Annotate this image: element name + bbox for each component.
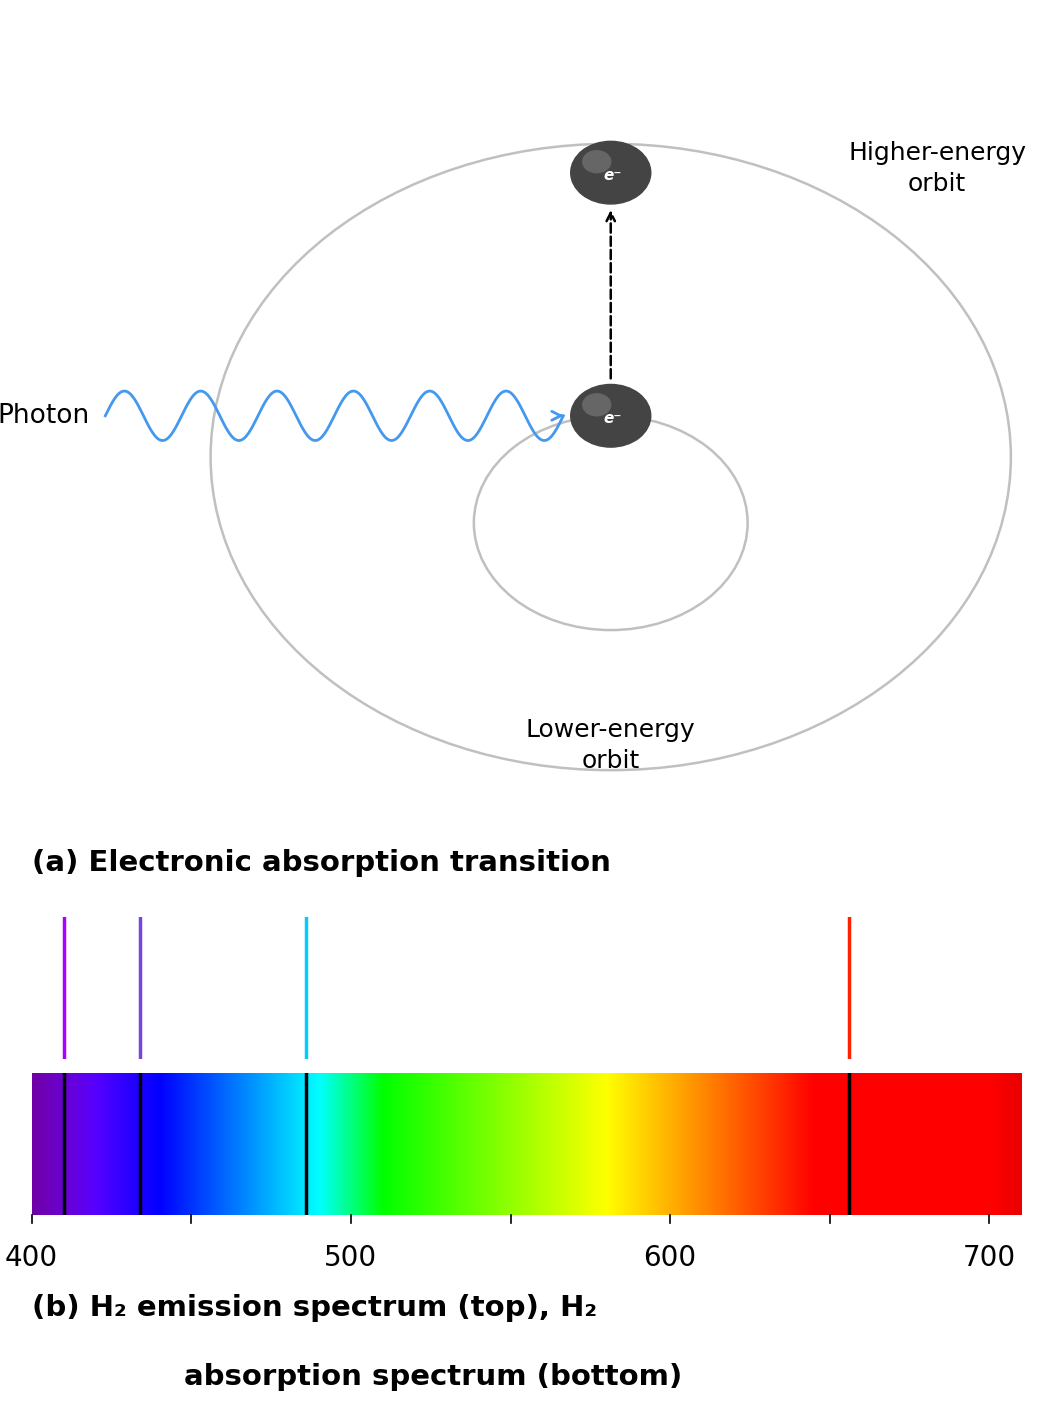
Text: (a) Electronic absorption transition: (a) Electronic absorption transition: [32, 850, 611, 877]
Text: 600: 600: [643, 1243, 697, 1272]
Circle shape: [571, 385, 651, 448]
Text: absorption spectrum (bottom): absorption spectrum (bottom): [184, 1363, 682, 1391]
Circle shape: [571, 141, 651, 205]
Circle shape: [582, 151, 611, 173]
Text: 500: 500: [324, 1243, 377, 1272]
Text: Higher-energy
orbit: Higher-energy orbit: [848, 141, 1027, 196]
Text: 700: 700: [962, 1243, 1016, 1272]
Text: Photon: Photon: [0, 402, 90, 429]
Text: 400: 400: [5, 1243, 58, 1272]
Circle shape: [582, 394, 611, 416]
Text: e⁻: e⁻: [603, 411, 622, 426]
Text: (b) H₂ emission spectrum (top), H₂: (b) H₂ emission spectrum (top), H₂: [32, 1295, 597, 1323]
Text: e⁻: e⁻: [603, 168, 622, 183]
Text: Lower-energy
orbit: Lower-energy orbit: [525, 718, 696, 773]
